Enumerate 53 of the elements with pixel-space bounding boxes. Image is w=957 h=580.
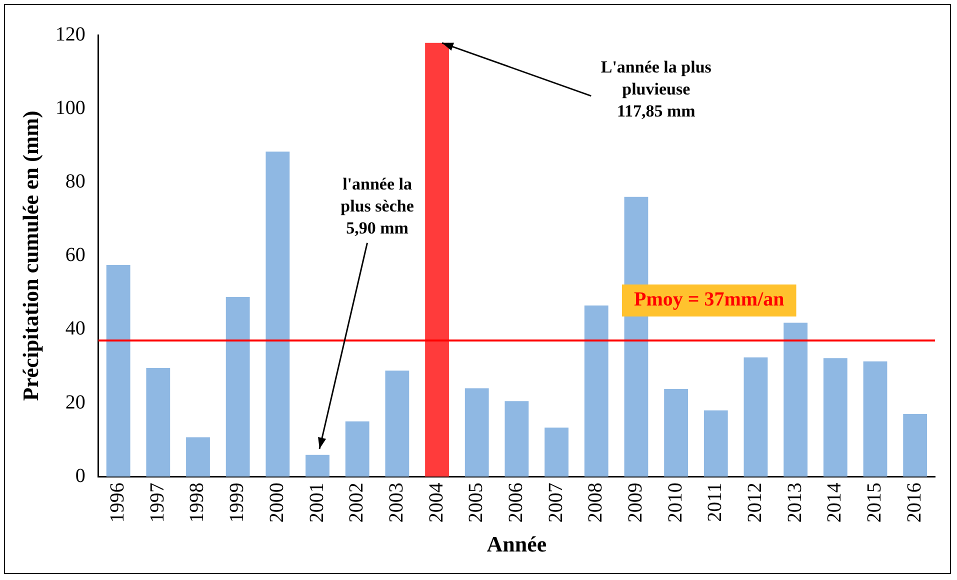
x-tick-label: 2000 [266,482,288,523]
y-tick-label: 40 [65,318,86,340]
bar [345,421,370,477]
bar [106,265,130,477]
x-tick-label: 1996 [106,482,129,523]
x-tick-label: 2012 [744,482,766,523]
y-tick-label: 0 [75,464,86,487]
x-tick-label: 1999 [226,482,248,523]
bar [306,454,330,477]
x-tick-label: 2010 [664,482,686,523]
bar [544,428,568,477]
ref-line-label: Pmoy = 37mm/an [634,288,784,311]
y-tick-label: 20 [65,391,86,414]
x-tick-label: 2016 [903,482,926,523]
bar [425,42,449,477]
annotation: l'année la plus sèche 5,90 mm [340,174,414,238]
bar [584,305,608,477]
y-tick-label: 80 [65,170,86,192]
y-axis-title: Précipitation cumulée en (mm) [18,110,43,401]
x-tick-label: 2009 [624,482,646,523]
bar [863,361,888,477]
x-tick-label: 2005 [465,482,488,523]
bar [186,437,210,477]
annotation: L'année la plus pluvieuse 117,85 mm [600,57,712,120]
y-tick-label: 100 [55,96,86,119]
x-tick-label: 2011 [704,482,726,522]
bar [823,358,848,477]
x-tick-label: 2003 [385,482,408,523]
bar [385,370,410,477]
bar [504,401,529,477]
x-tick-label: 2015 [863,482,886,523]
x-tick-label: 2001 [306,482,328,523]
bar [903,414,928,477]
bar [744,357,768,477]
x-axis-title: Année [486,531,547,556]
x-tick-label: 2007 [544,482,567,523]
bar [464,388,489,477]
bar [664,389,688,477]
x-tick-label: 2013 [784,482,806,523]
y-tick-label: 60 [65,244,86,266]
x-tick-label: 1997 [146,482,168,523]
y-tick-label: 120 [55,23,86,46]
x-tick-label: 1998 [186,482,208,523]
bar [266,152,290,477]
x-tick-label: 2006 [504,482,527,523]
x-tick-label: 2002 [346,482,368,523]
bar [784,322,808,477]
bar [226,297,250,477]
bar [146,368,170,477]
x-tick-label: 2008 [584,482,607,523]
x-tick-label: 2014 [824,482,846,523]
x-tick-label: 2004 [425,482,448,523]
bar [704,410,728,477]
